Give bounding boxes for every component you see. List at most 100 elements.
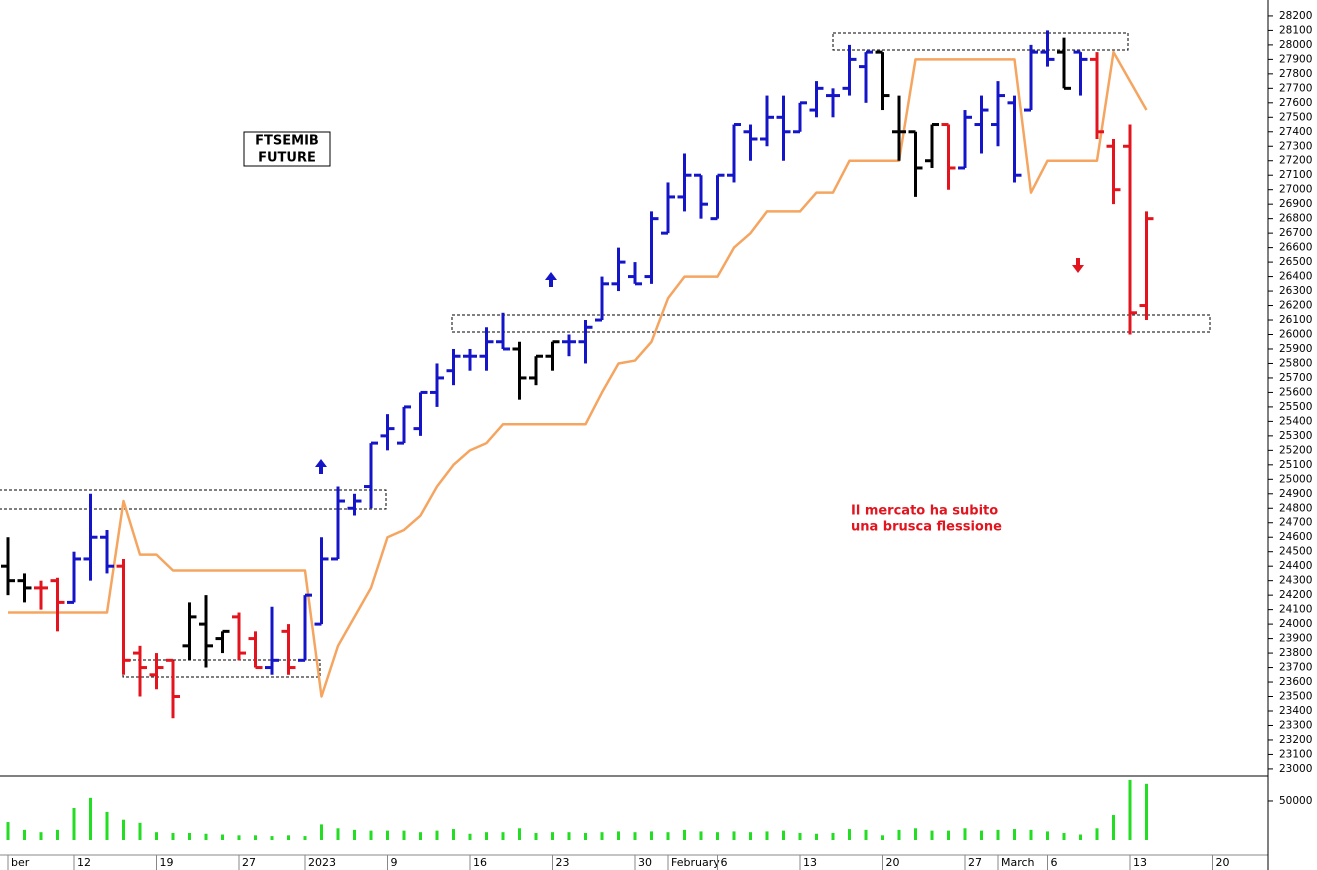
trend-line: [8, 50, 1148, 698]
x-tick-label: 6: [1051, 856, 1058, 869]
volume-bar: [435, 830, 439, 840]
x-tick-label: 16: [473, 856, 487, 869]
volume-bar: [765, 831, 769, 840]
x-tick-label: 27: [968, 856, 982, 869]
annotation: una brusca flessione: [851, 520, 1002, 535]
y-tick-label: 27000: [1279, 184, 1312, 196]
y-tick-label: 27600: [1279, 97, 1312, 109]
y-tick-label: 25600: [1279, 386, 1312, 398]
volume-bar: [485, 832, 488, 840]
range-zone: [122, 659, 321, 678]
x-tick-label: 13: [803, 856, 817, 869]
x-tick-label: February: [671, 856, 720, 869]
y-tick-label: 24700: [1279, 517, 1312, 529]
volume-bar: [221, 834, 224, 840]
volume-bar: [468, 833, 472, 840]
volume-bar: [716, 832, 719, 840]
volume-bar: [980, 830, 983, 840]
x-tick-label: 30: [638, 856, 652, 869]
y-tick-label: 24200: [1279, 589, 1312, 601]
volume-bar: [897, 829, 901, 840]
y-tick-label: 23300: [1279, 719, 1312, 731]
y-tick-label: 25400: [1279, 415, 1312, 427]
buy-signal: [315, 459, 327, 474]
volume-bar: [72, 808, 76, 840]
x-tick-label: 19: [160, 856, 174, 869]
volume-bar: [518, 828, 521, 840]
volume-bar: [39, 832, 43, 840]
y-tick-label: 27200: [1279, 155, 1312, 167]
volume-bar: [534, 832, 538, 840]
volume-bar: [815, 833, 818, 840]
sell-signal: [1072, 258, 1084, 273]
volume-bar: [237, 835, 241, 840]
x-tick-label: 27: [242, 856, 256, 869]
x-tick-label: 13: [1133, 856, 1147, 869]
y-tick-label: 26400: [1279, 271, 1312, 283]
volume-bar: [666, 832, 670, 840]
y-tick-label: 23500: [1279, 691, 1312, 703]
y-tick-label: 28000: [1279, 39, 1312, 51]
y-tick-label: 24800: [1279, 502, 1312, 514]
volume-bar: [89, 797, 92, 840]
volume-bar: [930, 830, 934, 840]
y-tick-label: 23600: [1279, 676, 1312, 688]
range-zone: [832, 32, 1129, 51]
volume-bar: [105, 811, 109, 840]
y-tick-label: 25300: [1279, 430, 1312, 442]
y-tick-label: 23800: [1279, 647, 1312, 659]
annotation: Il mercato ha subito: [851, 504, 998, 519]
volume-bar: [320, 824, 323, 840]
volume-bar: [56, 829, 59, 840]
volume-tick-label: 50000: [1279, 795, 1312, 807]
volume-bar: [881, 835, 884, 840]
y-tick-label: 26300: [1279, 285, 1312, 297]
y-tick-label: 24300: [1279, 575, 1312, 587]
y-tick-label: 25000: [1279, 473, 1312, 485]
volume-bar: [798, 832, 802, 840]
y-tick-label: 25900: [1279, 343, 1312, 355]
y-tick-label: 26600: [1279, 242, 1312, 254]
volume-bar: [650, 831, 653, 840]
y-tick-label: 27300: [1279, 140, 1312, 152]
y-tick-label: 27800: [1279, 68, 1312, 80]
volume-bar: [1112, 815, 1115, 840]
range-zone: [0, 489, 387, 510]
y-tick-label: 25800: [1279, 357, 1312, 369]
volume-bar: [617, 831, 620, 840]
volume-bar: [287, 835, 290, 840]
volume-bar: [947, 830, 950, 840]
volume-bar: [402, 830, 406, 840]
volume-bar: [353, 829, 356, 840]
y-tick-label: 28100: [1279, 24, 1312, 36]
x-tick-label: 23: [556, 856, 570, 869]
volume-bar: [963, 828, 967, 840]
y-tick-label: 26900: [1279, 198, 1312, 210]
x-tick-label: 2023: [308, 856, 336, 869]
volume-bar: [452, 829, 455, 840]
volume-bar: [1029, 829, 1033, 840]
volume-bar: [633, 832, 637, 840]
volume-bar: [914, 828, 917, 840]
volume-bar: [1145, 783, 1148, 840]
y-tick-label: 26100: [1279, 314, 1312, 326]
y-tick-label: 27900: [1279, 53, 1312, 65]
y-tick-label: 27700: [1279, 82, 1312, 94]
volume-bar: [567, 832, 571, 840]
y-tick-label: 25200: [1279, 444, 1312, 456]
volume-bar: [699, 831, 703, 840]
volume-bar: [1062, 832, 1066, 840]
chart-title: FTSEMIB: [255, 134, 319, 149]
x-tick-label: March: [1001, 856, 1035, 869]
y-tick-label: 23900: [1279, 633, 1312, 645]
y-tick-label: 23200: [1279, 734, 1312, 746]
volume-bar: [122, 819, 125, 840]
y-tick-label: 27400: [1279, 126, 1312, 138]
buy-signal: [545, 272, 557, 287]
y-tick-label: 26700: [1279, 227, 1312, 239]
title-box: [243, 131, 331, 167]
volume-bar: [551, 832, 554, 840]
y-tick-label: 26800: [1279, 213, 1312, 225]
y-tick-label: 27100: [1279, 169, 1312, 181]
